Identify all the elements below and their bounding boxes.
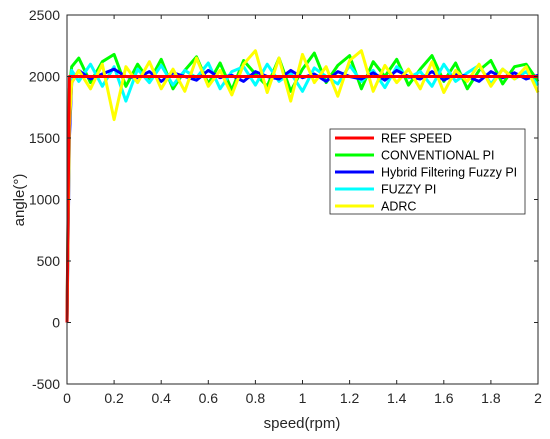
y-tick-label: 0 bbox=[52, 315, 60, 331]
x-tick-label: 0.2 bbox=[104, 390, 124, 406]
legend: REF SPEED CONVENTIONAL PI Hybrid Filtering… bbox=[329, 128, 526, 215]
series-line-conventional-pi bbox=[65, 51, 540, 323]
x-tick-label: 1 bbox=[299, 390, 307, 406]
series-line-fuzzy-pi bbox=[65, 61, 540, 323]
x-tick-label: 1.4 bbox=[387, 390, 407, 406]
y-tick-label: 2500 bbox=[29, 7, 60, 23]
y-axis-label: angle(°) bbox=[11, 174, 28, 227]
legend-items: REF SPEED CONVENTIONAL PI Hybrid Filtering… bbox=[335, 132, 517, 214]
legend-label-hybrid-filtering-fuzzy-pi: Hybrid Filtering Fuzzy PI bbox=[381, 166, 517, 180]
ticks-layer: 0 0.2 0.4 0.6 0.8 1 1.2 1.4 1.6 1.8 2-500050010001… bbox=[29, 7, 542, 406]
x-tick-label: 1.6 bbox=[434, 390, 454, 406]
y-tick-label: 1500 bbox=[29, 130, 60, 146]
x-axis-label: speed(rpm) bbox=[264, 415, 341, 432]
series-line-adrc bbox=[65, 49, 540, 323]
x-tick-label: 1.2 bbox=[340, 390, 360, 406]
series-layer bbox=[65, 49, 540, 323]
legend-label-ref-speed: REF SPEED bbox=[381, 132, 452, 146]
x-tick-label: 1.8 bbox=[481, 390, 501, 406]
legend-label-conventional-pi: CONVENTIONAL PI bbox=[381, 149, 494, 163]
x-tick-label: 0.8 bbox=[246, 390, 266, 406]
y-tick-label: 500 bbox=[37, 253, 61, 269]
y-tick-label: -500 bbox=[32, 376, 60, 392]
x-tick-label: 0 bbox=[63, 390, 71, 406]
x-tick-label: 0.6 bbox=[199, 390, 219, 406]
y-tick-label: 2000 bbox=[29, 69, 60, 85]
legend-label-adrc: ADRC bbox=[381, 200, 416, 214]
x-tick-label: 2 bbox=[534, 390, 542, 406]
legend-label-fuzzy-pi: FUZZY PI bbox=[381, 183, 436, 197]
y-tick-label: 1000 bbox=[29, 192, 60, 208]
x-tick-label: 0.4 bbox=[151, 390, 171, 406]
